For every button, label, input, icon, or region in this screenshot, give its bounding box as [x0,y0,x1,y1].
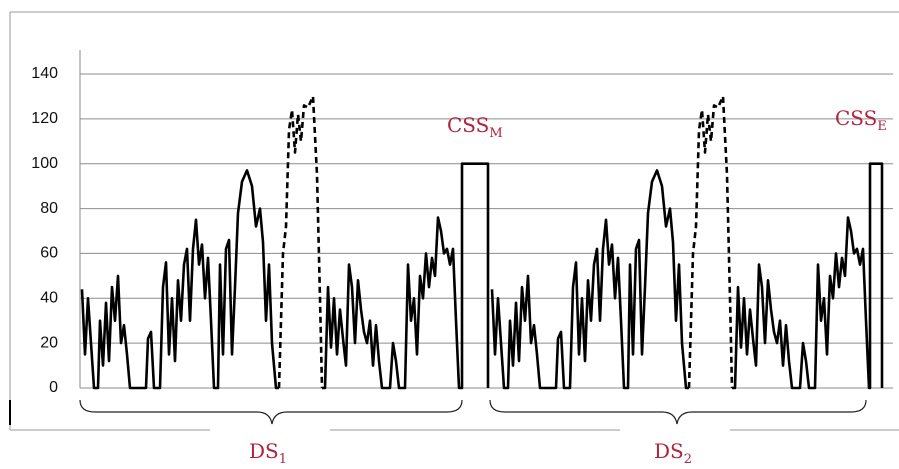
y-tick-label: 20 [40,334,58,351]
y-tick-label: 120 [31,110,58,127]
y-tick-label: 140 [31,65,58,82]
brace [79,399,463,425]
annotation-text: CSS [835,106,877,130]
annotation-text: CSS [447,113,489,137]
annotation-sub: M [489,126,502,141]
brace [489,399,867,425]
annotation-text: DS [654,439,684,463]
series-line [687,95,734,389]
annotation: DS2 [654,439,692,467]
annotation: CSSE [835,106,887,134]
y-tick-label: 80 [40,200,58,217]
annotation-sub: E [877,119,887,134]
frame [9,11,899,431]
annotation: CSSM [447,113,503,141]
series-line [80,169,279,390]
series-line [490,169,689,390]
y-tick-label: 40 [40,290,58,307]
y-tick-label: 60 [40,245,58,262]
series-line [732,162,884,390]
y-tick-label: 100 [31,155,58,172]
annotation-sub: 2 [684,452,692,467]
series-line [322,162,490,390]
annotation-text: DS [249,439,279,463]
y-tick-label: 0 [49,379,58,396]
annotation-sub: 1 [279,452,287,467]
series-line [277,95,324,389]
lines [80,95,884,390]
annotation: DS1 [249,439,287,467]
